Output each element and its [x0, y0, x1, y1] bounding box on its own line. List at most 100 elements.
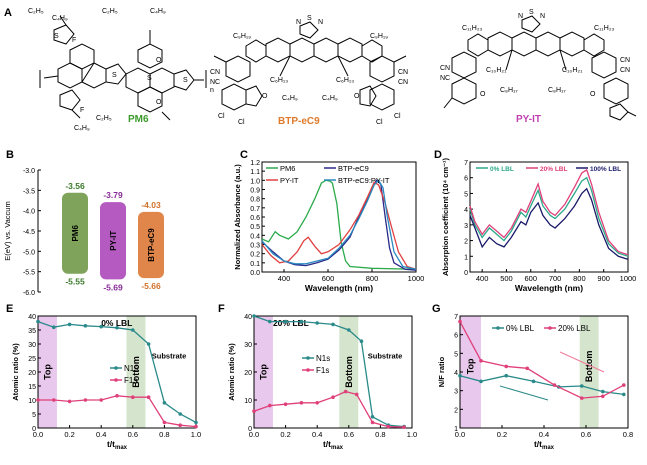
x-tick-label: 900: [597, 274, 610, 283]
panel-f: F Top Bottom 0.0 0.2 0.4 0.6 0.8 1.0 0 10 20 30 40 t/…: [218, 303, 417, 451]
data-point: [359, 339, 364, 344]
y-tick-label: 0: [248, 426, 252, 433]
x-tick-label: 600: [322, 274, 335, 283]
data-point: [146, 342, 151, 346]
data-point: [370, 420, 375, 425]
btp-sub-4: C₄H₉: [282, 95, 298, 102]
y-axis-label: Atomic ratio (%): [227, 343, 236, 401]
shaded-region: [339, 316, 359, 428]
data-point: [386, 424, 391, 429]
lumo-label: -3.56: [65, 181, 85, 191]
pm6-atom-s1: S: [54, 33, 59, 40]
x-axis-label: Wavelength (nm): [515, 283, 583, 293]
btp-atom-cn2: CN: [398, 69, 408, 76]
pm6-sub-2: C₄H₉: [52, 15, 68, 22]
data-point: [331, 322, 335, 327]
legend-label: 20% LBL: [558, 324, 591, 333]
pm6-labels: C₂H₅ C₄H₉ C₂H₅ C₄H₉ C₂H₅ C₄H₉ F F S S S …: [28, 8, 214, 132]
region-label: Bottom: [584, 351, 594, 383]
data-point: [52, 325, 56, 330]
series-line: [459, 321, 625, 399]
x-tick-label: 0.0: [249, 430, 259, 439]
data-point: [601, 389, 605, 394]
legend-marker: [306, 368, 310, 372]
data-point: [83, 398, 88, 402]
y-tick-label: 0.5: [250, 224, 260, 231]
x-tick-label: 700: [549, 274, 562, 283]
btp-sub-5: C₄H₉: [322, 95, 338, 102]
y-tick-label: 2: [454, 407, 458, 414]
y-tick-label: 4: [454, 370, 458, 377]
x-tick-label: 0.6: [128, 430, 138, 439]
y-tick-label: 0.0: [250, 270, 260, 277]
pyit-sub-1: C₁₁H₂₃: [462, 25, 483, 32]
x-tick-label: 400: [476, 274, 489, 283]
energy-bars: -3.56 -5.55 PM6 -3.79 -5.69 PY-IT -4.03 -5.66 BT…: [62, 181, 164, 292]
data-point: [131, 328, 135, 332]
data-point: [252, 314, 256, 318]
data-point: [347, 328, 351, 332]
data-point: [315, 321, 320, 325]
y-tick-label: 1.2: [250, 160, 260, 167]
btp-atom-cl3: Cl: [376, 119, 383, 126]
atomic-ratio-0lbl-chart: Top Bottom 0.0 0.2 0.4 0.6 0.8 1.0 0 5 10 15 20 25 30 3…: [11, 314, 201, 451]
x-tick-label: 0.4: [312, 430, 322, 439]
py-it-labels: C₁₁H₂₃ C₁₁H₂₃ C₁₀H₂₁ C₁₀H₂₁ C₈H₁₇ C₈H₁₇ …: [440, 9, 630, 98]
x-tick-label: 0.8: [623, 430, 633, 439]
data-point: [67, 399, 72, 404]
panel-b: B -3.0 -3.5 -4.0 -4.5 -5.0 -5.5 -6.0 E(eV) vs. …: [3, 149, 164, 297]
pm6-atom-s4: S: [183, 77, 188, 84]
data-point: [268, 319, 272, 324]
x-tick-label: 0.0: [455, 430, 465, 439]
pyit-sub-5: C₈H₁₇: [500, 87, 518, 94]
series-line: [459, 375, 624, 396]
homo-label: -5.69: [103, 282, 123, 292]
data-point: [36, 398, 40, 402]
legend-label: PY-IT: [280, 176, 299, 185]
legend-label: N1s: [124, 364, 138, 373]
x-tick-label: 800: [366, 274, 379, 283]
btp-sub-2: C₉H₁₉: [370, 33, 388, 40]
y-tick-label: 5: [32, 412, 36, 419]
legend-label: 0% LBL: [490, 166, 514, 173]
btp-sub-6: C₆H₁₃: [336, 77, 354, 84]
data-point: [178, 423, 182, 428]
pm6-sub-1: C₂H₅: [28, 8, 44, 15]
data-point: [580, 384, 584, 388]
x-tick-label: 600: [525, 274, 538, 283]
y-tick-label: 7: [454, 314, 458, 321]
plot-frame: [469, 161, 629, 273]
x-tick-label: 0.2: [497, 430, 507, 439]
y-tick-label: -5.0: [23, 249, 35, 256]
y-tick-label: 1.1: [250, 169, 260, 176]
y-tick-label: -6.0: [23, 290, 35, 297]
data-point: [36, 319, 40, 324]
data-point: [315, 401, 320, 405]
data-point: [370, 415, 375, 419]
data-point: [504, 373, 509, 378]
data-point: [83, 324, 88, 328]
panel-d: D 400 500 600 700 800 900 1000 0 1 2 3 4 5 6 7 Waveleng…: [434, 149, 636, 293]
data-point: [479, 379, 483, 384]
panel-c: C 400 600 800 1000 0.0 0.1 0.2 0.3 0.4 0.5 0.6 0.7 0…: [233, 149, 424, 293]
y-tick-label: 10: [28, 398, 36, 405]
data-point: [402, 425, 406, 429]
data-point: [194, 420, 198, 425]
btp-sub-3: C₆H₁₃: [270, 77, 288, 84]
x-tick-label: 0.6: [344, 430, 354, 439]
data-point: [194, 424, 198, 429]
data-point: [115, 394, 119, 398]
annotation-label: Substrate: [368, 352, 403, 361]
x-tick-label: 1000: [408, 274, 425, 283]
y-tick-label: -3.5: [23, 188, 35, 195]
x-tick-label: 1000: [620, 274, 637, 283]
data-point: [531, 379, 536, 384]
chart-title: 0% LBL: [101, 318, 132, 328]
btp-atom-cn1: CN: [210, 69, 220, 76]
btp-atom-s: S: [307, 15, 312, 22]
x-axis-label-sub: max: [542, 445, 555, 451]
shaded-region: [254, 316, 273, 428]
x-axis-label: t/tmax: [534, 439, 555, 451]
material-name: PY-IT: [109, 231, 118, 251]
